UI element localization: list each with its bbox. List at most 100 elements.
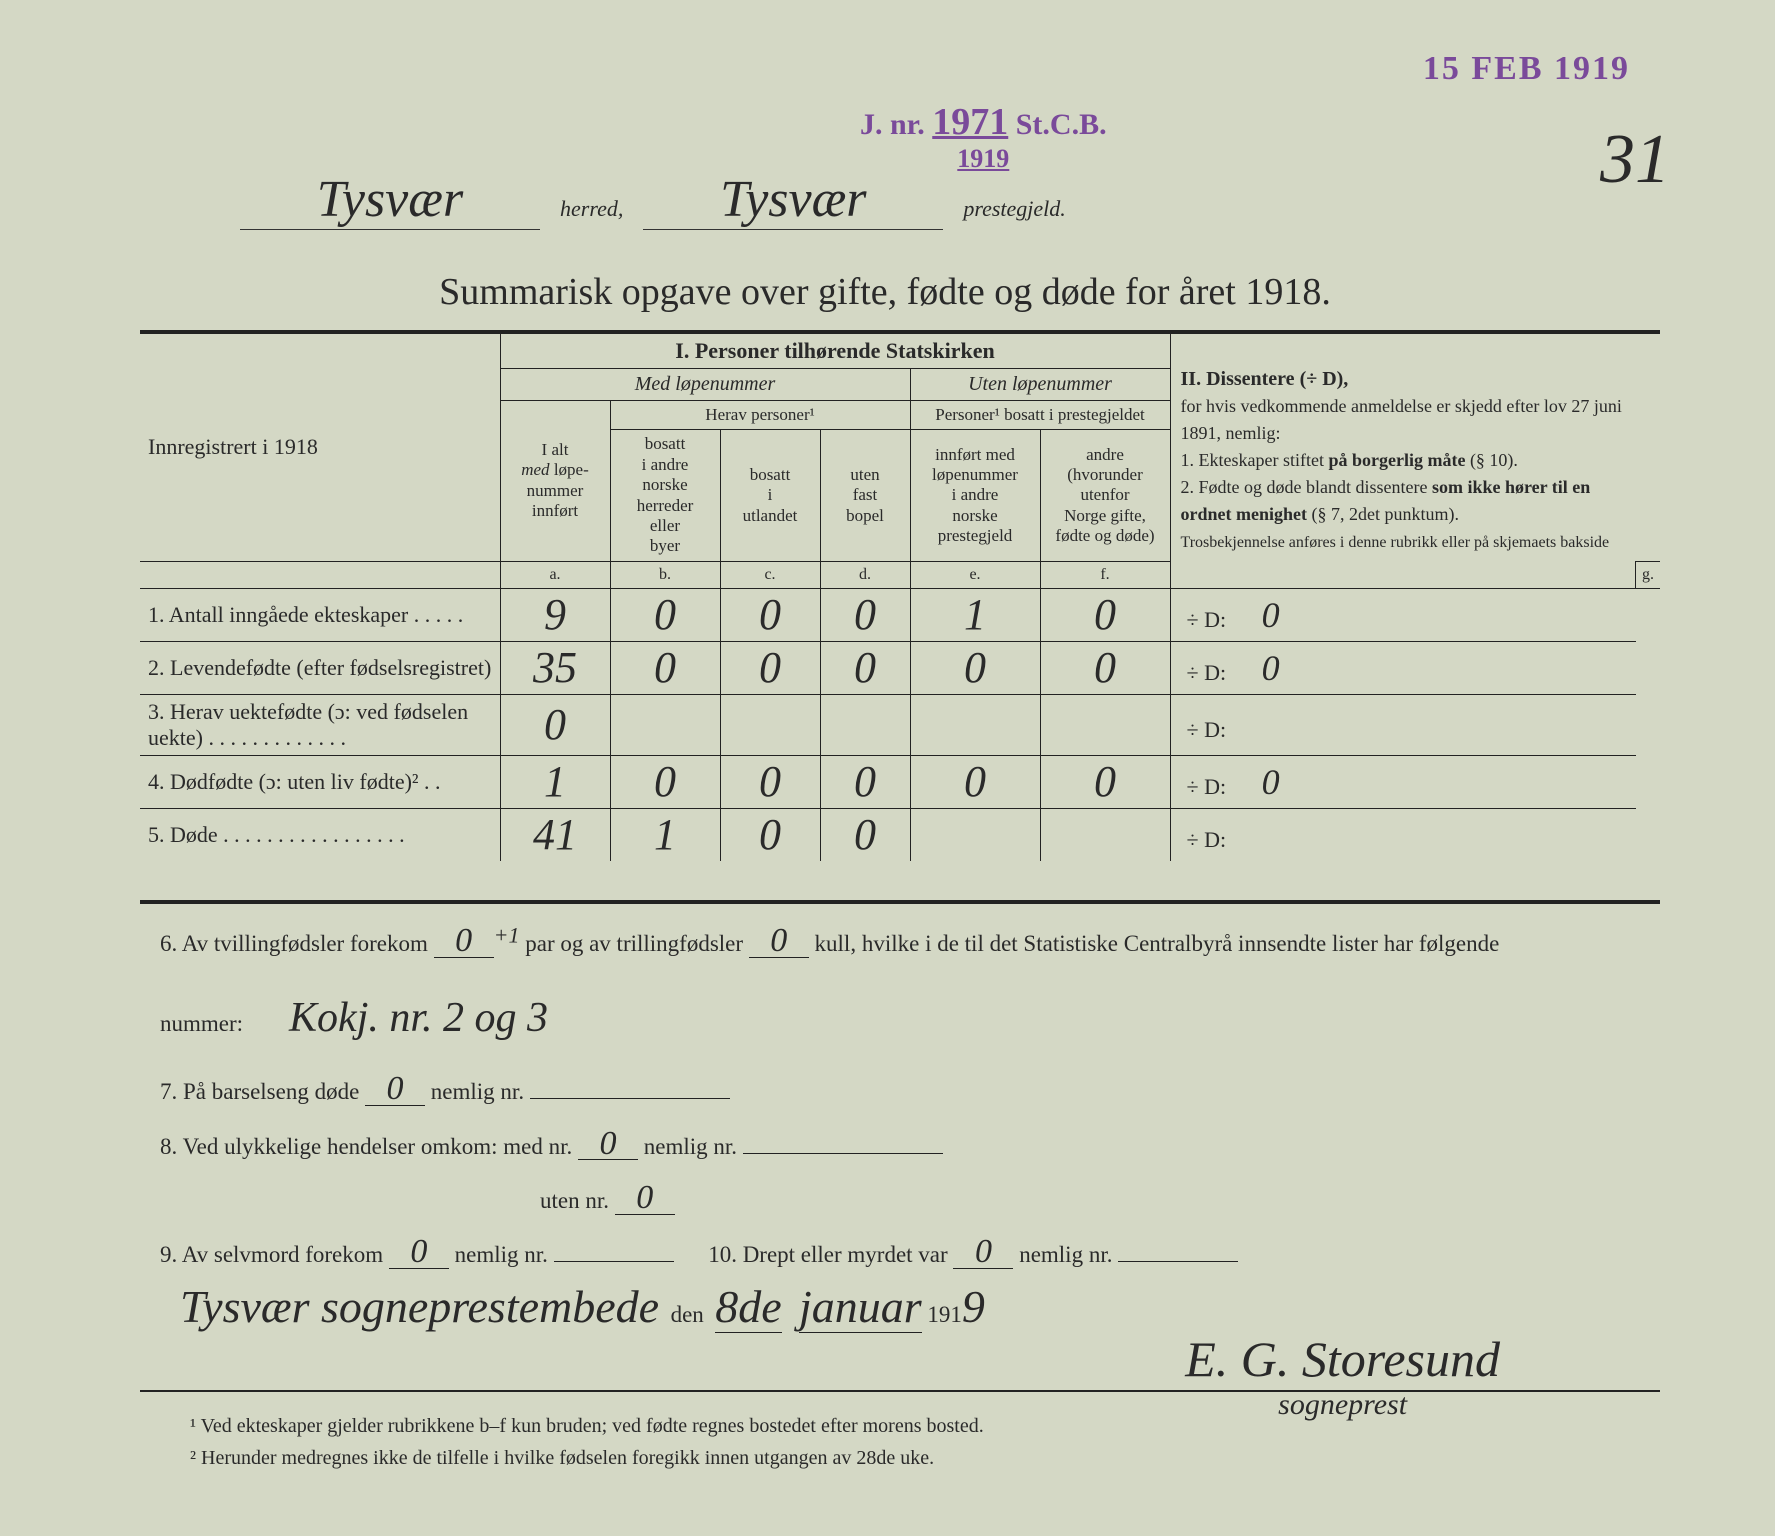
section-II-body: for hvis vedkommende anmeldelse er skjed… xyxy=(1181,396,1622,551)
q7-value: 0 xyxy=(365,1074,425,1106)
dissenter-cell: ÷ D: 0 xyxy=(1170,755,1636,808)
q7-nr xyxy=(530,1098,730,1099)
signature-day: 8de xyxy=(715,1281,781,1333)
col-letter-d: d. xyxy=(820,561,910,588)
stamp-jnr-number: 1971 xyxy=(932,101,1008,143)
prestegjeld-label: prestegjeld. xyxy=(963,196,1065,222)
signature-month: januar xyxy=(799,1281,922,1333)
herred-label: herred, xyxy=(560,196,623,222)
q8: 8. Ved ulykkelige hendelser omkom: med n… xyxy=(160,1123,1640,1171)
herred-field: Tysvær xyxy=(240,170,540,230)
q9-q10: 9. Av selvmord forekom 0 nemlig nr. 10. … xyxy=(160,1231,1640,1279)
cell: 0 xyxy=(1040,755,1170,808)
cell xyxy=(1040,694,1170,755)
q6-note: +1 xyxy=(494,922,520,947)
q6-line2: nummer: Kokj. nr. 2 og 3 xyxy=(160,974,1640,1062)
cell: 0 xyxy=(910,755,1040,808)
q6-trilling-value: 0 xyxy=(749,926,809,958)
signature-name: E. G. Storesund sogneprest xyxy=(1185,1330,1500,1422)
signature-place: Tysvær sogneprestembede xyxy=(180,1281,659,1332)
stamp-jnr-prefix: J. nr. xyxy=(860,108,925,141)
col-letter-f: f. xyxy=(1040,561,1170,588)
section-I-header: I. Personer tilhørende Statskirken xyxy=(500,334,1170,369)
cell xyxy=(910,694,1040,755)
herav-header: Herav personer¹ xyxy=(610,401,910,430)
section-II-title: II. Dissentere (÷ D), xyxy=(1181,368,1349,390)
cell: 0 xyxy=(720,755,820,808)
signature-year: 9 xyxy=(962,1281,985,1332)
q6-tvilling-value: 0 xyxy=(434,926,494,958)
col-b-header: bosatti andrenorskeherrederellerbyer xyxy=(610,430,720,561)
row-label: 3. Herav uektefødte (ɔ: ved fødselen uek… xyxy=(140,694,500,755)
footnote-2: ² Herunder medregnes ikke de tilfelle i … xyxy=(190,1442,1630,1474)
prestegjeld-field: Tysvær xyxy=(643,170,943,230)
q9-nr xyxy=(554,1261,674,1262)
rule-signature xyxy=(140,1390,1660,1392)
q6: 6. Av tvillingfødsler forekom 0+1 par og… xyxy=(160,920,1640,968)
col-e-header: innført medløpenummeri andrenorskepreste… xyxy=(910,430,1040,561)
cell xyxy=(610,694,720,755)
cell: 0 xyxy=(820,755,910,808)
section-II-header: II. Dissentere (÷ D), for hvis vedkommen… xyxy=(1170,334,1636,588)
signature-block: Tysvær sogneprestembede den 8de januar 1… xyxy=(180,1280,1640,1333)
cell: 0 xyxy=(820,588,910,641)
cell xyxy=(910,808,1040,861)
cell: 0 xyxy=(610,641,720,694)
cell: 1 xyxy=(500,755,610,808)
row-label: 5. Døde . . . . . . . . . . . . . . . . … xyxy=(140,808,500,861)
cell: 0 xyxy=(910,641,1040,694)
rule-bottom xyxy=(140,900,1660,904)
cell: 0 xyxy=(1040,588,1170,641)
q8-line2: uten nr. 0 xyxy=(160,1177,1640,1225)
q7: 7. På barselseng døde 0 nemlig nr. xyxy=(160,1068,1640,1116)
med-lopenummer-header: Med løpenummer xyxy=(500,369,910,401)
lower-questions: 6. Av tvillingfødsler forekom 0+1 par og… xyxy=(160,920,1640,1286)
cell: 41 xyxy=(500,808,610,861)
cell xyxy=(1040,808,1170,861)
q8-nr xyxy=(743,1153,943,1154)
col-letter-g: g. xyxy=(1636,561,1661,588)
cell: 0 xyxy=(500,694,610,755)
cell: 0 xyxy=(720,808,820,861)
cell: 1 xyxy=(610,808,720,861)
q6-handwritten: Kokj. nr. 2 og 3 xyxy=(289,995,548,1041)
col-c-header: bosattiutlandet xyxy=(720,430,820,561)
col-letter-a: a. xyxy=(500,561,610,588)
table-row: 2. Levendefødte (efter fødselsregistret)… xyxy=(140,641,1660,694)
row-header-label: Innregistrert i 1918 xyxy=(140,334,500,561)
stamp-journal-number: J. nr. 1971 St.C.B. 1919 xyxy=(860,100,1107,174)
row-label: 2. Levendefødte (efter fødselsregistret) xyxy=(140,641,500,694)
q9-value: 0 xyxy=(389,1237,449,1269)
cell: 1 xyxy=(910,588,1040,641)
stamp-jnr-suffix: St.C.B. xyxy=(1016,108,1107,141)
footnote-1: ¹ Ved ekteskaper gjelder rubrikkene b–f … xyxy=(190,1410,1630,1442)
cell: 0 xyxy=(720,641,820,694)
col-letter-c: c. xyxy=(720,561,820,588)
cell: 9 xyxy=(500,588,610,641)
cell: 0 xyxy=(720,588,820,641)
dissenter-cell: ÷ D: 0 xyxy=(1170,641,1636,694)
q8-med-value: 0 xyxy=(578,1129,638,1161)
cell: 0 xyxy=(610,755,720,808)
header-line: Tysvær herred, Tysvær prestegjeld. xyxy=(240,170,1540,230)
cell: 0 xyxy=(1040,641,1170,694)
row-label: 4. Dødfødte (ɔ: uten liv fødte)² . . xyxy=(140,755,500,808)
cell: 35 xyxy=(500,641,610,694)
page-title: Summarisk opgave over gifte, fødte og dø… xyxy=(60,270,1710,314)
cell: 0 xyxy=(610,588,720,641)
stamp-date: 15 FEB 1919 xyxy=(1423,50,1630,88)
blank-corner xyxy=(140,561,500,588)
dissenter-cell: ÷ D: 0 xyxy=(1170,588,1636,641)
q10-nr xyxy=(1118,1261,1238,1262)
col-a-header: I altmed løpe-nummerinnført xyxy=(500,401,610,562)
footnotes: ¹ Ved ekteskaper gjelder rubrikkene b–f … xyxy=(190,1410,1630,1474)
table-row: 3. Herav uektefødte (ɔ: ved fødselen uek… xyxy=(140,694,1660,755)
cell: 0 xyxy=(820,808,910,861)
col-f-header: andre(hvorunderutenforNorge gifte,fødte … xyxy=(1040,430,1170,561)
uten-lopenummer-header: Uten løpenummer xyxy=(910,369,1170,401)
cell xyxy=(720,694,820,755)
personer-bosatt-header: Personer¹ bosatt i prestegjeldet xyxy=(910,401,1170,430)
dissenter-cell: ÷ D: xyxy=(1170,808,1636,861)
table-row: 5. Døde . . . . . . . . . . . . . . . . … xyxy=(140,808,1660,861)
table-row: 4. Dødfødte (ɔ: uten liv fødte)² . . 1 0… xyxy=(140,755,1660,808)
